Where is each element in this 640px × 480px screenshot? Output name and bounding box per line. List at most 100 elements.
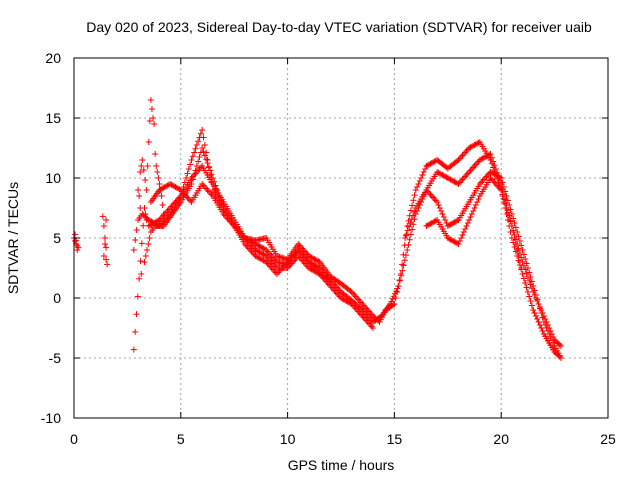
data-point <box>148 106 155 112</box>
data-point <box>363 317 370 324</box>
data-point <box>277 266 284 273</box>
data-point <box>299 257 306 264</box>
data-point <box>414 208 421 214</box>
data-point <box>288 260 295 267</box>
data-point <box>503 211 510 217</box>
data-point <box>510 215 517 222</box>
data-point <box>515 245 522 252</box>
data-point <box>430 194 437 201</box>
data-point <box>507 206 514 213</box>
data-point <box>506 223 513 229</box>
data-point <box>488 176 495 183</box>
data-point <box>527 274 534 280</box>
data-point <box>474 160 481 166</box>
data-point <box>524 289 531 295</box>
data-point <box>516 250 523 256</box>
data-point <box>475 196 482 202</box>
data-point <box>204 160 211 166</box>
x-axis-label: GPS time / hours <box>288 457 395 473</box>
data-point <box>151 121 158 127</box>
data-point <box>138 271 145 277</box>
data-point <box>368 323 375 330</box>
data-point <box>147 97 154 103</box>
data-point <box>420 169 427 175</box>
data-point <box>491 179 498 186</box>
data-point <box>197 164 204 171</box>
data-point <box>556 353 563 360</box>
data-point <box>514 229 521 235</box>
data-point <box>196 154 203 160</box>
data-point <box>387 301 394 307</box>
data-point <box>432 197 439 204</box>
data-point <box>191 149 198 156</box>
data-point <box>472 202 479 208</box>
data-point <box>478 179 485 186</box>
data-point <box>459 232 466 238</box>
data-point <box>411 208 418 215</box>
data-point <box>158 193 165 199</box>
y-tick-labels: -10 -5 0 5 10 15 20 <box>41 50 61 426</box>
data-point <box>455 241 462 247</box>
data-point <box>539 314 546 321</box>
data-point <box>458 235 465 241</box>
data-point <box>188 157 195 163</box>
data-point <box>500 184 507 190</box>
data-point <box>329 286 336 292</box>
data-point <box>403 231 410 238</box>
data-point <box>201 142 208 148</box>
data-point <box>522 256 529 262</box>
data-point <box>511 220 518 226</box>
data-point <box>526 269 533 276</box>
data-point <box>130 247 137 253</box>
data-point <box>101 235 108 241</box>
data-point <box>137 258 144 265</box>
data-point <box>269 266 276 273</box>
x-tick-labels: 0 5 10 15 20 25 <box>70 431 616 447</box>
data-point <box>153 163 160 169</box>
data-point <box>99 213 106 220</box>
y-axis-label: SDTVAR / TECUs <box>5 182 21 294</box>
data-point <box>463 223 470 229</box>
data-point <box>297 250 304 256</box>
data-point <box>479 178 486 184</box>
data-point <box>358 305 365 312</box>
data-point <box>269 260 276 267</box>
data-point <box>406 236 413 243</box>
data-point <box>201 184 208 190</box>
data-point <box>356 310 363 316</box>
data-point <box>467 167 474 174</box>
data-point <box>139 157 146 163</box>
data-point <box>364 313 371 319</box>
data-point <box>466 169 473 175</box>
data-point <box>499 193 506 199</box>
data-point <box>368 311 375 318</box>
data-point <box>456 238 463 244</box>
data-point <box>419 172 426 178</box>
data-point <box>209 175 216 181</box>
data-point <box>201 152 208 159</box>
data-point <box>410 212 417 219</box>
data-point <box>296 254 303 261</box>
data-point <box>538 310 545 316</box>
data-point <box>267 257 274 264</box>
data-point <box>405 241 412 248</box>
data-point <box>142 253 149 259</box>
data-point <box>518 242 525 249</box>
data-point <box>271 262 278 268</box>
data-point <box>199 145 206 151</box>
y-tick-label: 10 <box>45 170 61 186</box>
data-point <box>138 240 145 247</box>
data-point <box>395 283 402 289</box>
data-point <box>404 227 411 234</box>
data-point <box>192 170 199 177</box>
data-point <box>136 193 143 199</box>
data-point <box>333 284 340 291</box>
data-point <box>390 301 397 308</box>
data-point <box>539 328 546 334</box>
data-point <box>536 305 543 312</box>
data-point <box>140 167 147 173</box>
data-point <box>289 259 296 265</box>
y-tick-label: -5 <box>49 350 62 366</box>
data-point <box>156 181 163 187</box>
data-point <box>192 145 199 152</box>
